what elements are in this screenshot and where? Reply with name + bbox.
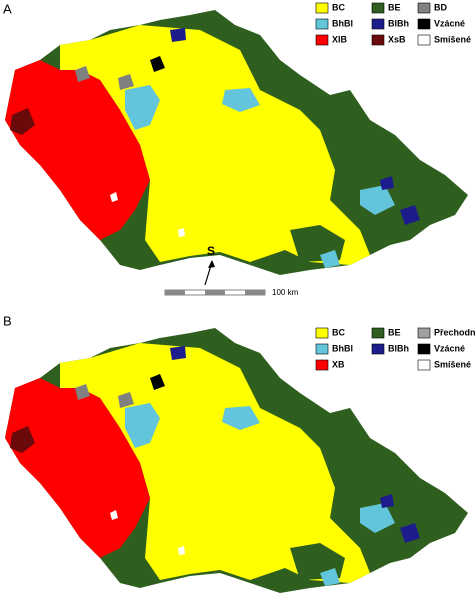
panel-label: B xyxy=(3,313,12,328)
legend-label: XB xyxy=(332,359,345,369)
map-b xyxy=(5,328,468,593)
legend-label: BhBl xyxy=(332,18,353,28)
legend-label: XIB xyxy=(332,34,348,44)
legend-label: BE xyxy=(388,2,401,12)
legend-swatch xyxy=(417,2,431,14)
legend-swatch xyxy=(315,18,329,30)
north-arrow: S xyxy=(204,244,215,286)
legend-swatch xyxy=(371,327,385,339)
scale-bar: 100 km xyxy=(164,288,299,297)
legend-swatch xyxy=(315,2,329,14)
legend-swatch xyxy=(417,34,431,46)
legend-swatch xyxy=(371,343,385,355)
legend-label: BC xyxy=(332,2,345,12)
legend-label: Přechodné xyxy=(434,327,476,337)
north-label: S xyxy=(207,244,215,258)
scale-label: 100 km xyxy=(272,288,299,297)
legend-swatch xyxy=(371,2,385,14)
map-a xyxy=(5,10,468,275)
legend-swatch xyxy=(315,359,329,371)
legend-swatch xyxy=(371,18,385,30)
legend-swatch xyxy=(315,327,329,339)
legend-swatch xyxy=(315,34,329,46)
legend-label: Smíšené xyxy=(434,359,471,369)
legend-label: Smíšené xyxy=(434,34,471,44)
legend-label: BlBh xyxy=(388,18,409,28)
legend-label: BC xyxy=(332,327,345,337)
legend-label: BD xyxy=(434,2,447,12)
legend-label: BhBl xyxy=(332,343,353,353)
legend-swatch xyxy=(417,18,431,30)
legend-label: BlBh xyxy=(388,343,409,353)
legend-label: XsB xyxy=(388,34,406,44)
legend-label: BE xyxy=(388,327,401,337)
legend-swatch xyxy=(417,327,431,339)
legend-label: Vzácné xyxy=(434,18,465,28)
panel-label: A xyxy=(3,1,12,16)
legend-swatch xyxy=(315,343,329,355)
legend-label: Vzácné xyxy=(434,343,465,353)
legend-swatch xyxy=(417,343,431,355)
legend-swatch xyxy=(417,359,431,371)
legend-swatch xyxy=(371,34,385,46)
